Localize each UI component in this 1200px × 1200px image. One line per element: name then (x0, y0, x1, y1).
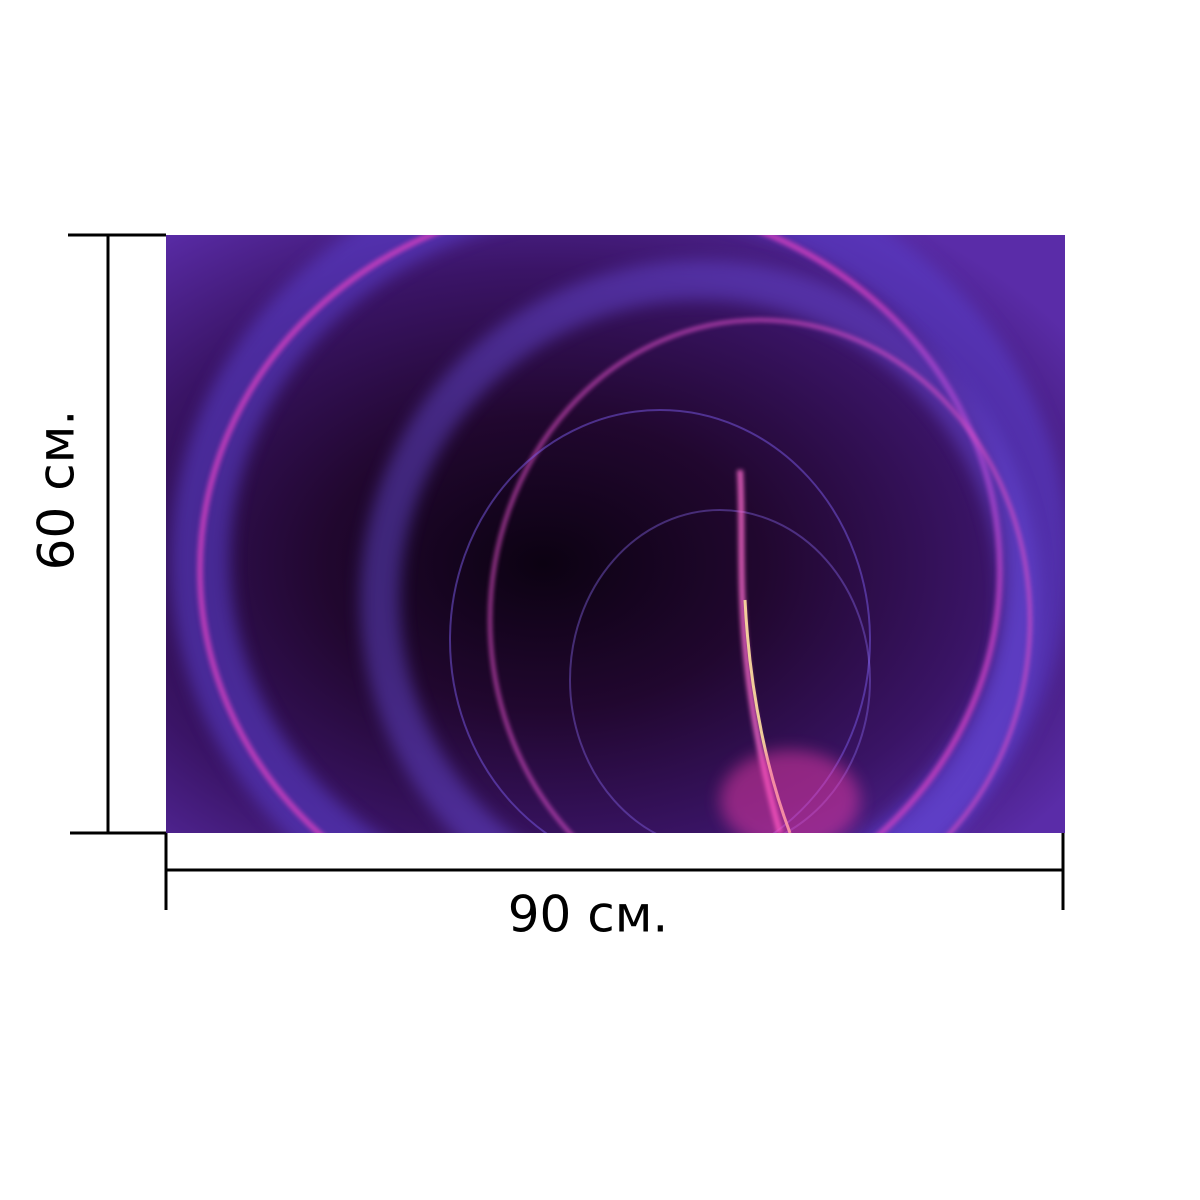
height-dimension: 60 см. (28, 233, 166, 835)
width-dimension: 90 см. (164, 833, 1065, 944)
artwork (166, 235, 1065, 833)
width-label: 90 см. (508, 886, 669, 944)
height-label: 60 см. (28, 410, 86, 571)
